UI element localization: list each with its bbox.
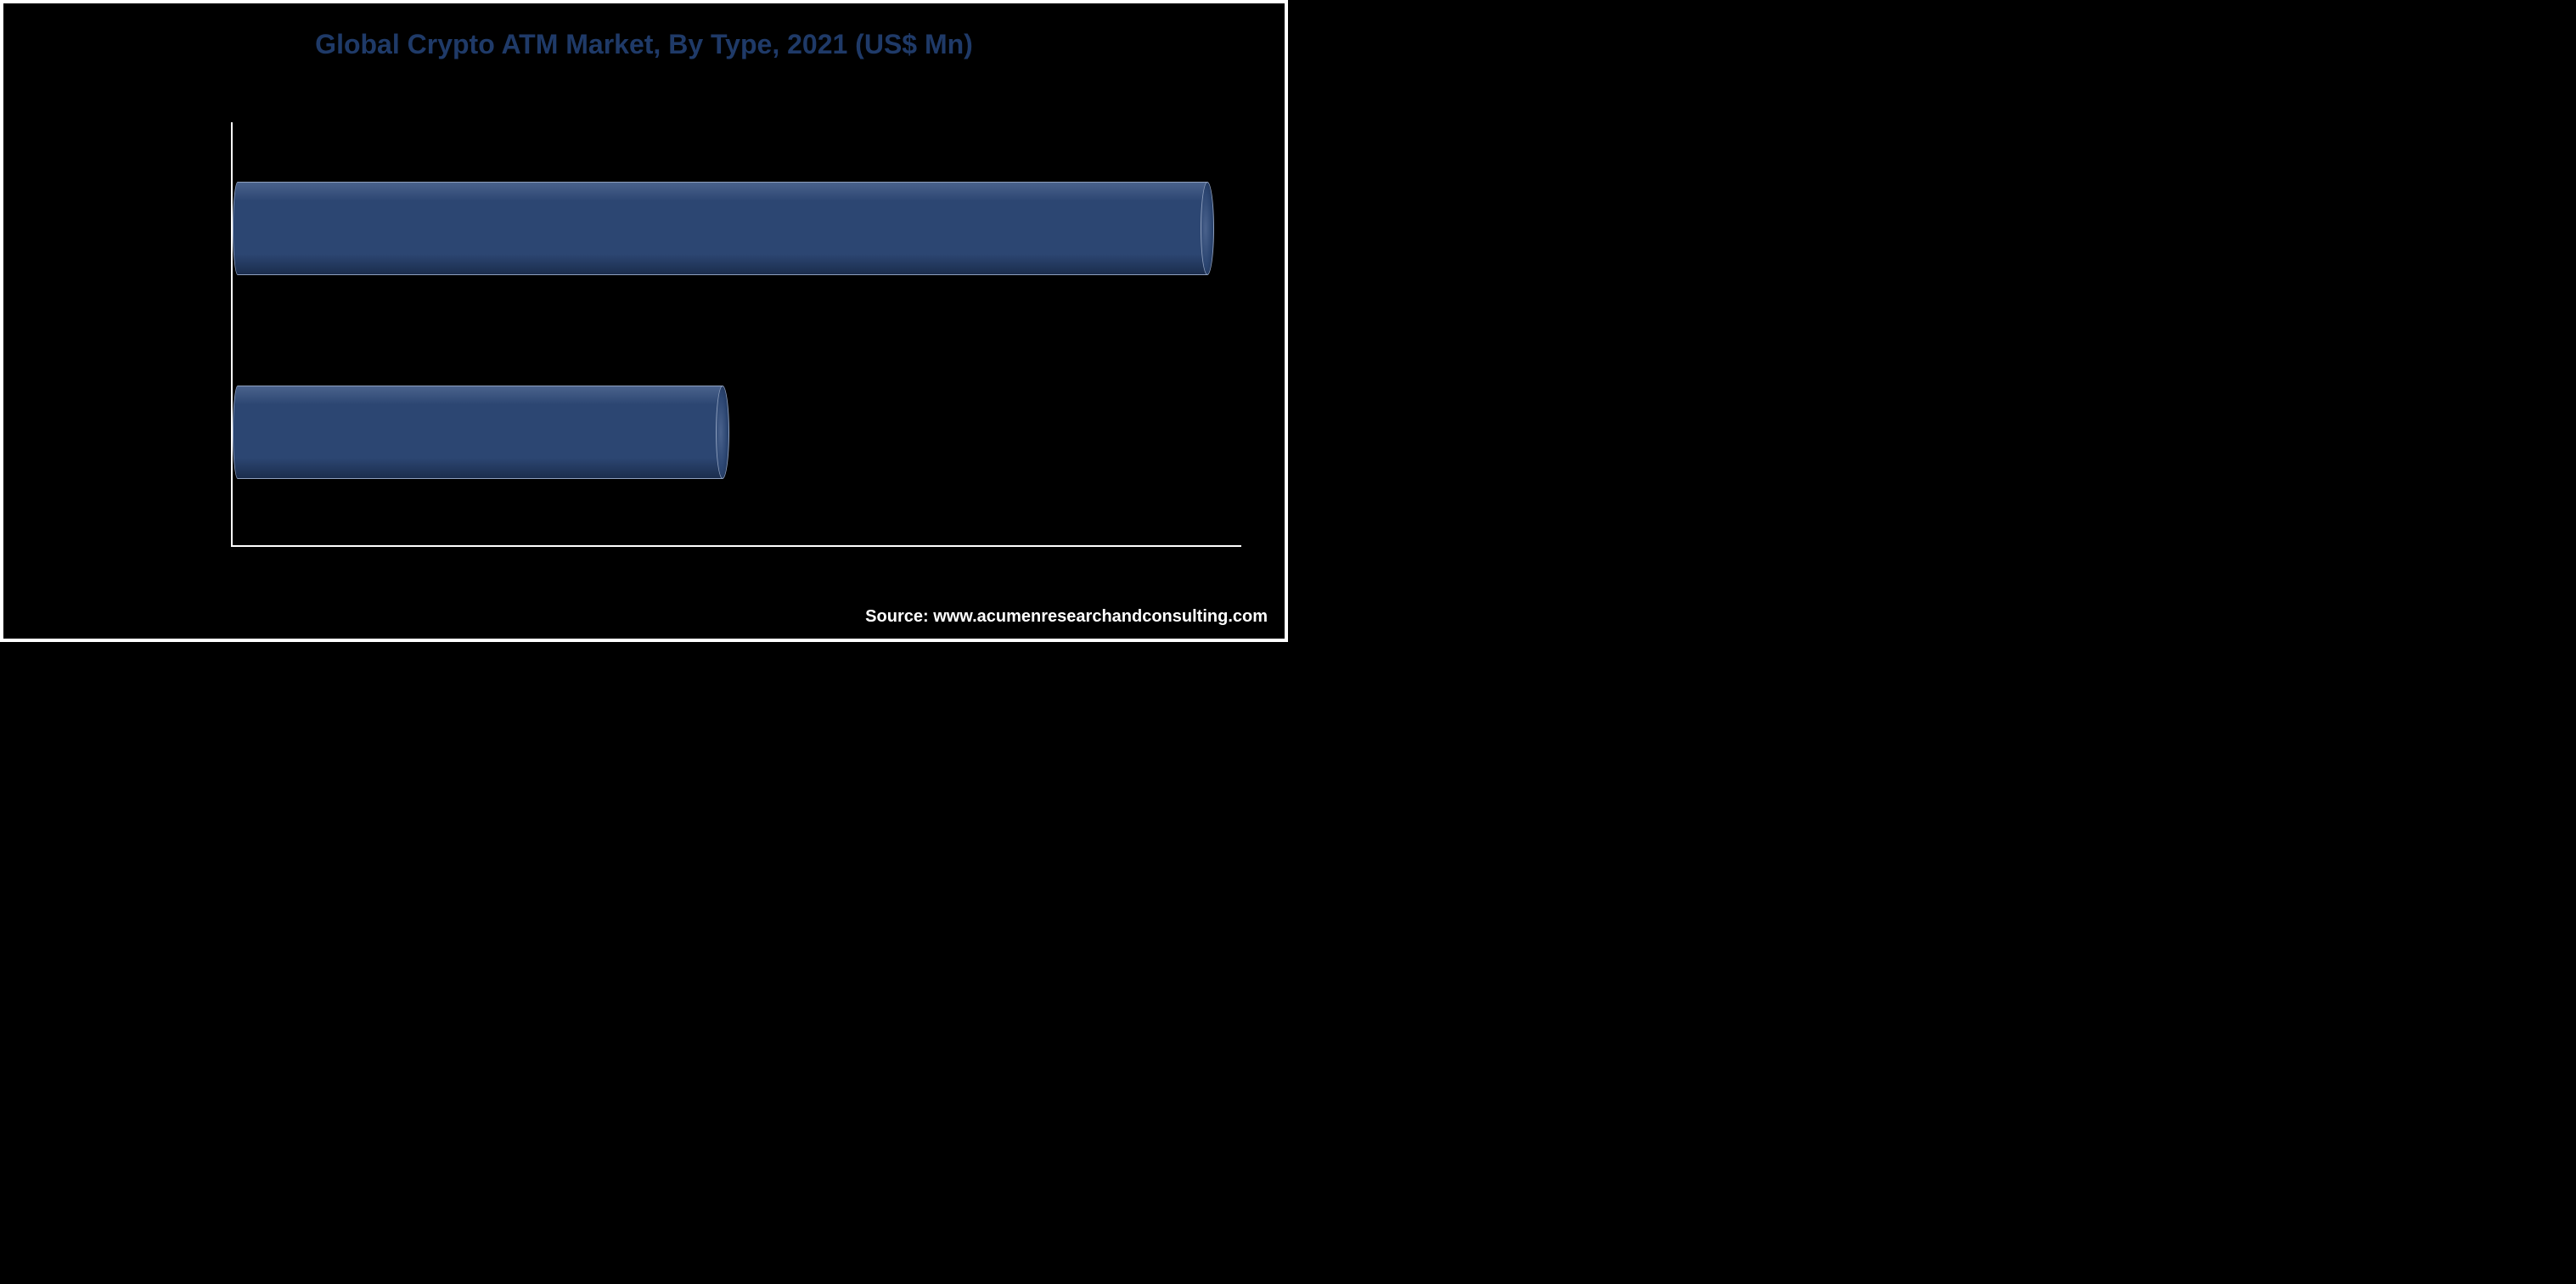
plot-area [231,122,1241,547]
bar-0 [233,182,1212,275]
bar-0-body [233,182,1212,275]
chart-title: Global Crypto ATM Market, By Type, 2021 … [3,29,1285,60]
chart-frame: Global Crypto ATM Market, By Type, 2021 … [0,0,1288,642]
x-axis [231,545,1241,547]
bar-1-cap [716,386,729,479]
bar-1-body [233,386,728,479]
bar-0-cap [1201,182,1214,275]
bar-0-face [233,182,1212,275]
bar-1 [233,386,728,479]
bar-1-face [233,386,728,479]
source-attribution: Source: www.acumenresearchandconsulting.… [865,607,1268,627]
